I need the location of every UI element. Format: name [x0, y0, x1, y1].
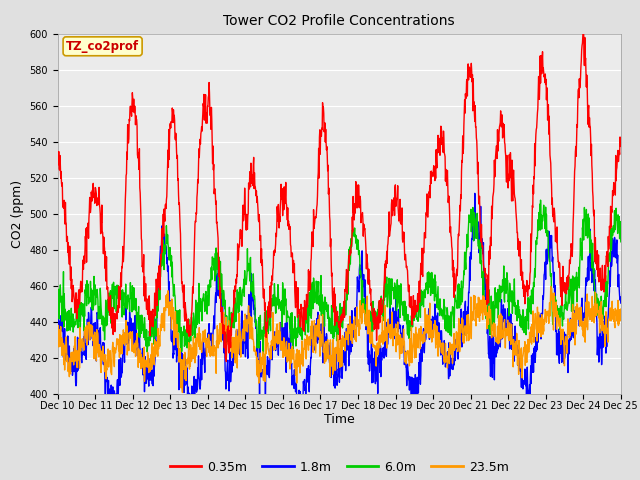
Title: Tower CO2 Profile Concentrations: Tower CO2 Profile Concentrations — [223, 14, 455, 28]
Legend: 0.35m, 1.8m, 6.0m, 23.5m: 0.35m, 1.8m, 6.0m, 23.5m — [164, 456, 514, 479]
Y-axis label: CO2 (ppm): CO2 (ppm) — [11, 180, 24, 248]
Text: TZ_co2prof: TZ_co2prof — [66, 40, 139, 53]
X-axis label: Time: Time — [324, 413, 355, 426]
